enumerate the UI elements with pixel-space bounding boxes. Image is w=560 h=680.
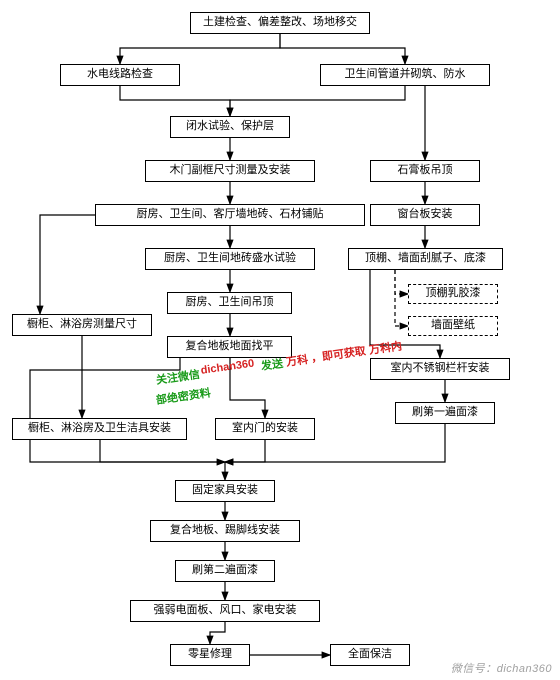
- watermark-text: 万科内: [368, 337, 403, 357]
- edge-n10-n12: [395, 270, 408, 294]
- flowchart-node-n12: 顶棚乳胶漆: [408, 284, 498, 304]
- flowchart-node-n2: 水电线路检查: [60, 64, 180, 86]
- flowchart-node-n24: 零星修理: [170, 644, 250, 666]
- flowchart-node-n20: 固定家具安装: [175, 480, 275, 502]
- watermark-text: dichan360: [200, 358, 255, 377]
- edge-n10-n14: [395, 270, 408, 326]
- watermark-text: 关注微信: [155, 366, 201, 388]
- flowchart-node-n5: 木门副框尺寸测量及安装: [145, 160, 315, 182]
- flowchart-node-n14: 墙面壁纸: [408, 316, 498, 336]
- flowchart-node-n11: 厨房、卫生间吊顶: [167, 292, 292, 314]
- watermark-text: 部绝密资料: [155, 384, 212, 407]
- edge-n1-n2: [120, 34, 280, 64]
- edge-n15-n18: [230, 358, 265, 418]
- flowchart-node-n9: 厨房、卫生间地砖盛水试验: [145, 248, 315, 270]
- flowchart-node-n19: 刷第一遍面漆: [395, 402, 495, 424]
- flowchart-node-n7: 厨房、卫生间、客厅墙地砖、石材铺贴: [95, 204, 365, 226]
- flowchart-node-n22: 刷第二遍面漆: [175, 560, 275, 582]
- flowchart-node-n4: 闭水试验、保护层: [170, 116, 290, 138]
- flowchart-node-n21: 复合地板、踢脚线安装: [150, 520, 300, 542]
- flowchart-node-n16: 室内不锈钢栏杆安装: [370, 358, 510, 380]
- flowchart-node-n6: 石膏板吊顶: [370, 160, 480, 182]
- edge-n23-n24: [210, 622, 225, 644]
- flowchart-node-n1: 土建检查、偏差整改、场地移交: [190, 12, 370, 34]
- flowchart-node-n25: 全面保洁: [330, 644, 410, 666]
- flowchart-node-n17: 橱柜、淋浴房及卫生洁具安装: [12, 418, 187, 440]
- flowchart-node-n10: 顶棚、墙面刮腻子、底漆: [348, 248, 503, 270]
- flowchart-node-n8: 窗台板安装: [370, 204, 480, 226]
- footer-watermark: 微信号：dichan360: [451, 660, 552, 676]
- edge-n2-n4: [120, 86, 230, 116]
- flowchart-node-n23: 强弱电面板、风口、家电安装: [130, 600, 320, 622]
- flowchart-node-n13: 橱柜、淋浴房测量尺寸: [12, 314, 152, 336]
- edge-n7-n13: [40, 215, 95, 314]
- edge-n18-n20: [225, 440, 265, 462]
- edge-n1-n3: [280, 34, 405, 64]
- edge-n3-n4: [230, 86, 405, 116]
- flowchart-node-n15: 复合地板地面找平: [167, 336, 292, 358]
- flowchart-node-n3: 卫生间管道并砌筑、防水: [320, 64, 490, 86]
- flowchart-node-n18: 室内门的安装: [215, 418, 315, 440]
- watermark-text: ，即可获取: [310, 342, 367, 365]
- edge-n17-n20: [100, 440, 225, 462]
